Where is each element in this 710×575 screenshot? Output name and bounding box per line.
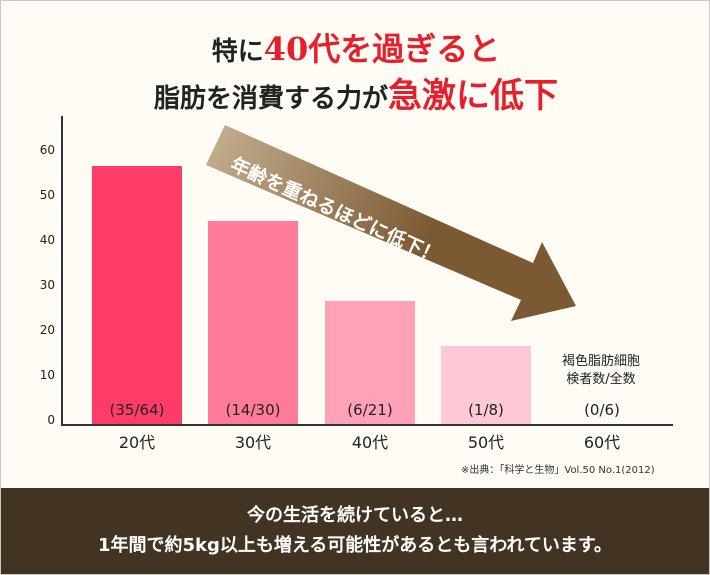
headline-accent-2: 急激に低下 bbox=[388, 76, 558, 116]
bar-30s bbox=[208, 221, 298, 425]
bar-label: (6/21) bbox=[347, 401, 393, 419]
footer-line-2: 1年間で約5kg以上も増える可能性があるとも言われています。 bbox=[97, 535, 613, 556]
x-label: 60代 bbox=[583, 433, 621, 452]
y-tick: 0 bbox=[47, 413, 55, 427]
headline-accent-1: 40代を過ぎると bbox=[263, 30, 501, 68]
headline-prefix-2: 脂肪を消費する力が bbox=[153, 84, 388, 114]
legend-note-line-1: 褐色脂肪細胞 bbox=[561, 354, 640, 369]
x-label: 40代 bbox=[351, 433, 389, 452]
legend-note-line-2: 検者数/全数 bbox=[566, 372, 636, 387]
y-tick: 60 bbox=[39, 143, 55, 157]
x-axis bbox=[61, 424, 673, 426]
headline: 特に40代を過ぎると 脂肪を消費する力が急激に低下 bbox=[1, 27, 710, 121]
bar-label: (14/30) bbox=[225, 401, 281, 419]
bar-20s bbox=[92, 166, 182, 425]
bar-50s bbox=[441, 346, 531, 425]
source-citation: ※出典：「科学と生物」Vol.50 No.1(2012) bbox=[461, 465, 655, 476]
legend-note: 褐色脂肪細胞 検者数/全数 bbox=[541, 353, 661, 389]
bar-chart: 0 10 20 30 40 50 60 年齢を重ねるほどに低下！ (35/64)… bbox=[1, 1, 710, 486]
headline-prefix-1: 特に bbox=[211, 37, 264, 67]
y-tick: 30 bbox=[39, 278, 55, 292]
y-tick: 40 bbox=[39, 233, 55, 247]
bar-label: (1/8) bbox=[468, 401, 504, 419]
x-label: 50代 bbox=[467, 433, 505, 452]
x-label: 30代 bbox=[234, 433, 272, 452]
footer-banner: 今の生活を続けていると… 1年間で約5kg以上も増える可能性があるとも言われてい… bbox=[1, 488, 709, 574]
x-label: 20代 bbox=[118, 433, 156, 452]
bar-label: (0/6) bbox=[584, 401, 620, 419]
y-tick: 10 bbox=[39, 368, 55, 382]
decline-arrow-icon: 年齢を重ねるほどに低下！ bbox=[206, 125, 576, 321]
bar-label: (35/64) bbox=[109, 401, 165, 419]
bar-40s bbox=[325, 301, 415, 425]
y-tick: 20 bbox=[39, 323, 55, 337]
headline-line-2: 脂肪を消費する力が急激に低下 bbox=[1, 74, 710, 121]
headline-line-1: 特に40代を過ぎると bbox=[1, 27, 710, 74]
y-tick: 50 bbox=[39, 188, 55, 202]
footer-line-1: 今の生活を続けていると… bbox=[247, 505, 463, 526]
y-axis bbox=[61, 116, 63, 426]
